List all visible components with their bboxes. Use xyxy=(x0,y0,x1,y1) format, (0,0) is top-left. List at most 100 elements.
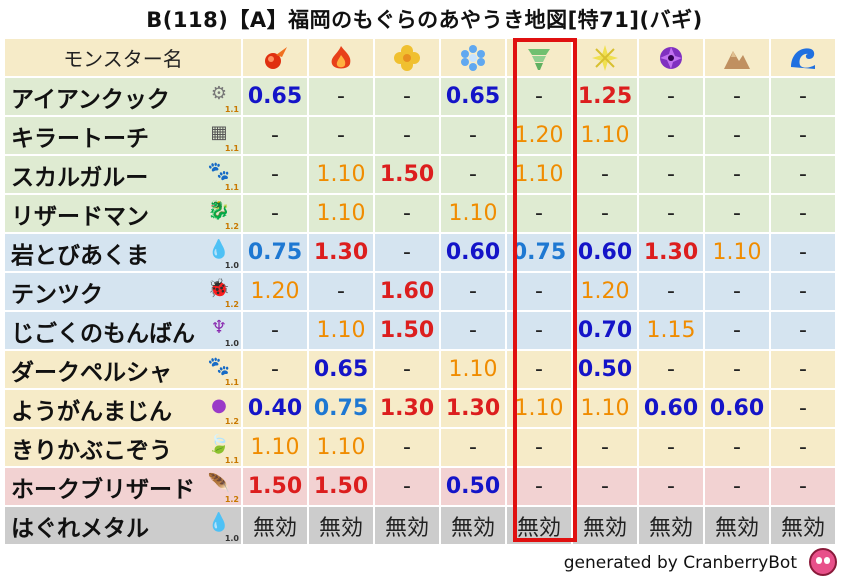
monster-name: 岩とびあくま xyxy=(11,242,149,269)
monster-name: じごくのもんばん xyxy=(11,320,195,347)
resistance-value: - xyxy=(507,468,571,505)
resistance-value: - xyxy=(573,156,637,193)
resistance-value: 0.50 xyxy=(441,468,505,505)
resistance-value: 無効 xyxy=(573,507,637,544)
resistance-value: - xyxy=(375,195,439,232)
header-monster-name: モンスター名 xyxy=(5,39,241,76)
flame-icon xyxy=(309,39,373,76)
table-row: テンツク 🐞 1.2 1.20-1.60- -1.20- - - xyxy=(4,272,849,311)
resistance-value: - xyxy=(639,156,703,193)
resistance-value: - xyxy=(309,273,373,310)
resistance-value: 無効 xyxy=(507,507,571,544)
resistance-value: 1.10 xyxy=(507,390,571,427)
resistance-value: - xyxy=(639,78,703,115)
resistance-value: - xyxy=(243,351,307,388)
mountain-icon xyxy=(705,39,769,76)
table-row: キラートーチ ▦ 1.1- - - -1.20 1.10- - - xyxy=(4,116,849,155)
monster-level: 1.0 xyxy=(224,534,239,543)
cranberry-bot-icon xyxy=(809,548,837,576)
resistance-value: - xyxy=(573,429,637,466)
resistance-value: 0.60 xyxy=(705,390,769,427)
demon-icon: ♆ xyxy=(210,316,228,338)
monster-name: スカルガルー xyxy=(11,164,149,191)
resistance-value: - xyxy=(771,429,835,466)
table-row: じごくのもんばん ♆ 1.0-1.10 1.50- -0.70 1.15- - xyxy=(4,311,849,350)
monster-name: テンツク xyxy=(11,281,103,308)
resistance-value: - xyxy=(375,234,439,271)
monster-name-cell: スカルガルー 🐾 1.1 xyxy=(5,156,241,193)
resistance-value: 0.40 xyxy=(243,390,307,427)
resistance-value: 1.10 xyxy=(309,312,373,349)
resistance-value: 1.15 xyxy=(639,312,703,349)
resistance-value: - xyxy=(639,351,703,388)
brick-icon: ▦ xyxy=(210,121,228,143)
resistance-value: - xyxy=(705,468,769,505)
resistance-value: - xyxy=(441,429,505,466)
resistance-value: - xyxy=(639,117,703,154)
resistance-value: 1.10 xyxy=(573,117,637,154)
paw-icon: 🐾 xyxy=(207,160,231,182)
resistance-value: 1.10 xyxy=(441,351,505,388)
light-burst-icon xyxy=(573,39,637,76)
monster-level: 1.2 xyxy=(224,300,239,309)
resistance-table: モンスター名 アイアンクック ⚙ 1.1 0.65- -0.65-1.25- - - キラート… xyxy=(4,38,849,545)
resistance-value: - xyxy=(705,156,769,193)
resistance-value: 無効 xyxy=(705,507,769,544)
footer-credit: generated by CranberryBot xyxy=(563,553,797,573)
monster-level: 1.2 xyxy=(224,222,239,231)
resistance-value: - xyxy=(243,195,307,232)
resistance-value: - xyxy=(441,273,505,310)
resistance-value: - xyxy=(507,312,571,349)
resistance-value: - xyxy=(309,78,373,115)
resistance-value: - xyxy=(771,195,835,232)
table-row: ホークブリザード 🪶 1.2 1.50 1.50-0.50- - - - - xyxy=(4,467,849,506)
monster-level: 1.1 xyxy=(224,456,239,465)
resistance-value: 1.50 xyxy=(309,468,373,505)
monster-name: アイアンクック xyxy=(11,86,170,113)
table-row: リザードマン 🐉 1.2-1.10-1.10- - - - - xyxy=(4,194,849,233)
leaf-icon: 🍃 xyxy=(207,433,231,455)
wing-icon: 🪶 xyxy=(207,472,231,494)
monster-name-cell: キラートーチ ▦ 1.1 xyxy=(5,117,241,154)
slime-icon: 💧 xyxy=(207,511,231,533)
resistance-value: - xyxy=(507,429,571,466)
resistance-value: - xyxy=(243,312,307,349)
resistance-value: 1.20 xyxy=(243,273,307,310)
resistance-value: 無効 xyxy=(375,507,439,544)
resistance-value: 1.10 xyxy=(243,429,307,466)
resistance-value: 0.60 xyxy=(639,390,703,427)
monster-name-cell: ダークペルシャ 🐾 1.1 xyxy=(5,351,241,388)
resistance-value: - xyxy=(375,117,439,154)
resistance-value: - xyxy=(705,429,769,466)
table-row: はぐれメタル 💧 1.0 無効 無効 無効 無効 無効 無効 無効 無効 無効 xyxy=(4,506,849,545)
resistance-value: - xyxy=(771,351,835,388)
monster-name-cell: アイアンクック ⚙ 1.1 xyxy=(5,78,241,115)
resistance-value: 1.50 xyxy=(243,468,307,505)
dragon-icon: 🐉 xyxy=(207,199,231,221)
resistance-value: 1.10 xyxy=(309,156,373,193)
resistance-value: 1.20 xyxy=(507,117,571,154)
resistance-value: - xyxy=(705,195,769,232)
monster-name: リザードマン xyxy=(11,203,149,230)
monster-name-cell: ようがんまじん ● 1.2 xyxy=(5,390,241,427)
resistance-value: 0.65 xyxy=(441,78,505,115)
resistance-value: - xyxy=(771,117,835,154)
resistance-value: - xyxy=(507,195,571,232)
resistance-value: 0.50 xyxy=(573,351,637,388)
resistance-value: 1.30 xyxy=(639,234,703,271)
resistance-value: - xyxy=(639,468,703,505)
resistance-value: - xyxy=(771,78,835,115)
resistance-value: 1.30 xyxy=(309,234,373,271)
water-drop-icon: 💧 xyxy=(207,238,231,260)
resistance-value: 0.70 xyxy=(573,312,637,349)
resistance-value: - xyxy=(441,312,505,349)
resistance-value: 1.10 xyxy=(507,156,571,193)
monster-level: 1.0 xyxy=(224,261,239,270)
dark-swirl-icon xyxy=(639,39,703,76)
table-row: スカルガルー 🐾 1.1-1.10 1.50-1.10- - - - xyxy=(4,155,849,194)
monster-name-cell: はぐれメタル 💧 1.0 xyxy=(5,507,241,544)
resistance-value: - xyxy=(375,468,439,505)
resistance-value: 0.75 xyxy=(243,234,307,271)
wind-tornado-icon xyxy=(507,39,571,76)
monster-name: ホークブリザード xyxy=(11,476,195,503)
